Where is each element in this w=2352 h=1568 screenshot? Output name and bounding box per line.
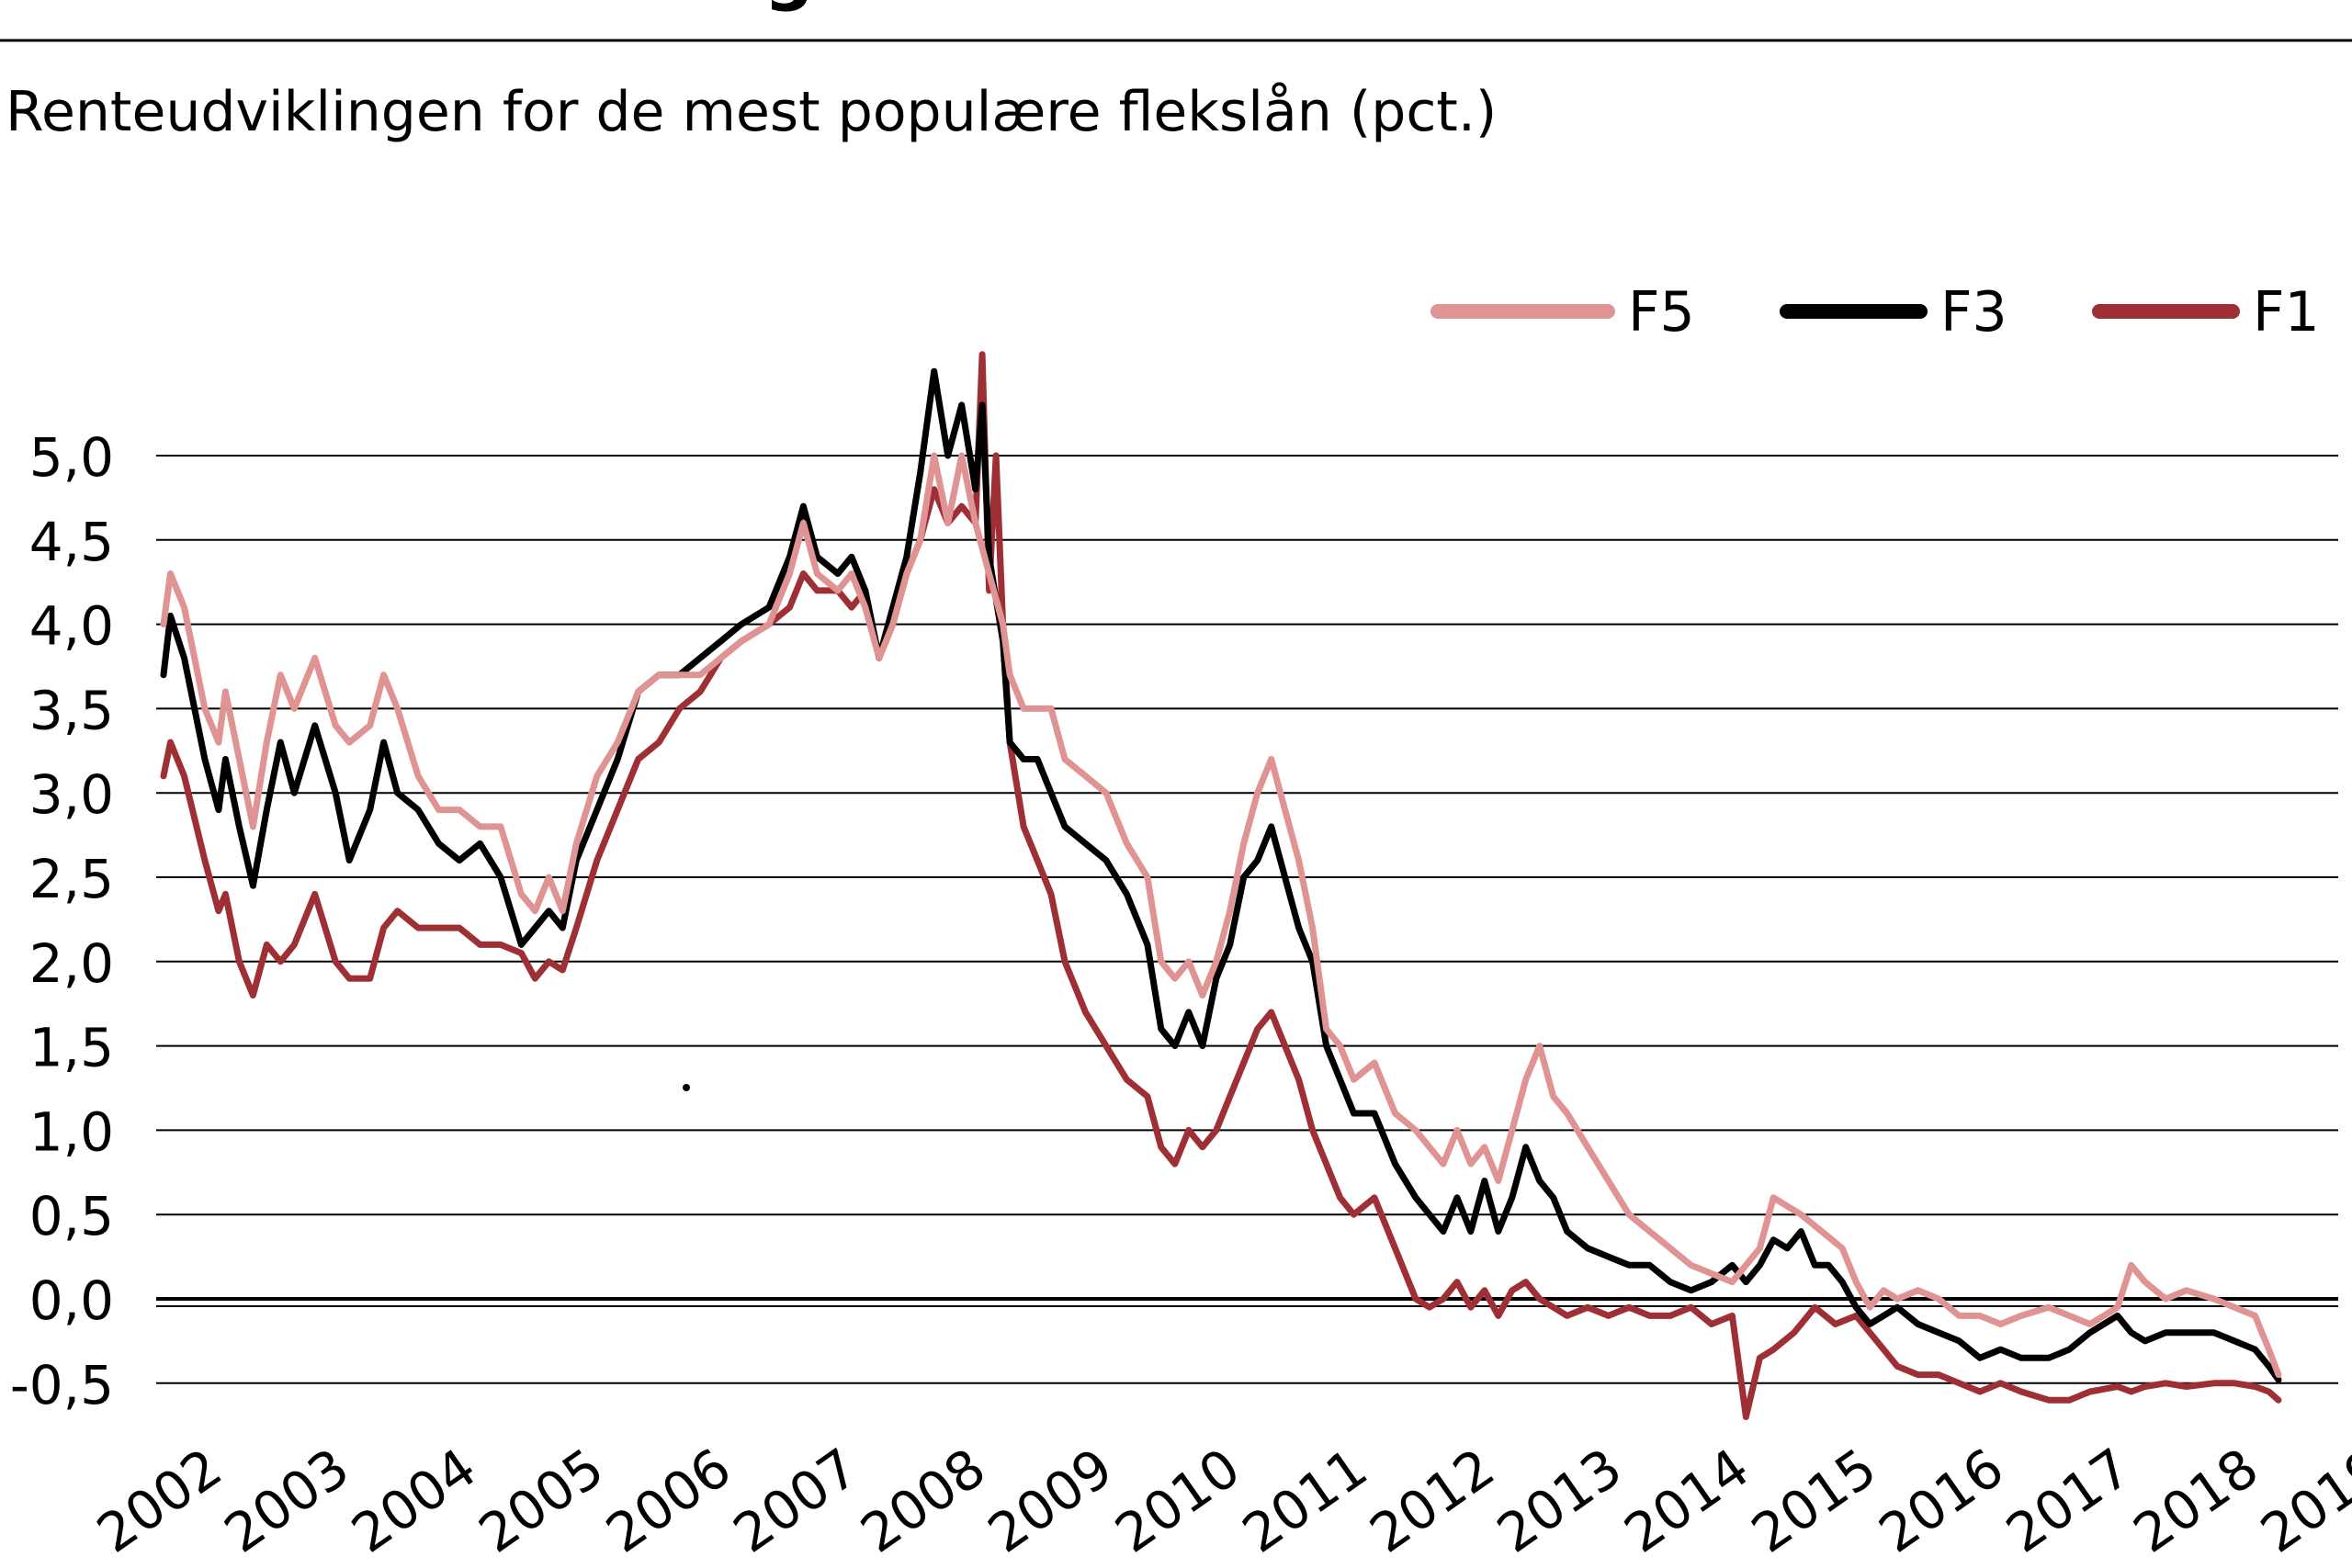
x-axis-ticks: 2002200320042005200620072008200920102011… [86, 1436, 2352, 1564]
x-tick-label-17: 2019 [2250, 1436, 2352, 1564]
y-tick-label-11: 5,0 [29, 426, 114, 489]
x-tick-label-3: 2005 [468, 1436, 615, 1564]
chart-title: Alle flekslån har negativ rente [6, 0, 1201, 13]
y-tick-label-0: -0,5 [10, 1354, 114, 1416]
x-tick-label-7: 2009 [977, 1436, 1124, 1564]
y-tick-label-6: 2,5 [29, 848, 114, 910]
y-tick-label-2: 0,5 [29, 1185, 114, 1247]
x-tick-label-6: 2008 [850, 1436, 997, 1564]
x-tick-label-9: 2011 [1231, 1436, 1378, 1564]
legend-label-f5: F5 [1628, 280, 1695, 344]
series-lines [160, 351, 2282, 1420]
x-tick-label-14: 2016 [1868, 1436, 2015, 1564]
x-tick-label-5: 2007 [722, 1436, 869, 1564]
x-tick-label-16: 2018 [2122, 1436, 2269, 1564]
x-tick-label-2: 2004 [341, 1436, 488, 1564]
y-tick-label-1: 0,0 [29, 1269, 114, 1332]
y-tick-label-3: 1,0 [29, 1100, 114, 1163]
y-tick-label-9: 4,0 [29, 595, 114, 658]
stray-dot [683, 1084, 690, 1091]
x-tick-label-10: 2012 [1359, 1436, 1506, 1564]
legend-label-f3: F3 [1940, 280, 2007, 344]
x-tick-label-0: 2002 [86, 1436, 233, 1564]
x-tick-label-12: 2014 [1613, 1436, 1760, 1564]
y-tick-label-8: 3,5 [29, 679, 114, 741]
x-tick-label-15: 2017 [1996, 1436, 2143, 1564]
x-tick-label-8: 2010 [1104, 1436, 1251, 1564]
y-tick-label-4: 1,5 [29, 1017, 114, 1079]
x-tick-label-11: 2013 [1486, 1436, 1633, 1564]
series-line-f5 [160, 452, 2282, 1379]
legend: F5 F3 F1 [1430, 280, 2320, 344]
series-line-f1 [160, 351, 2282, 1420]
gridlines [156, 455, 2338, 1384]
y-tick-label-7: 3,0 [29, 763, 114, 826]
x-tick-label-1: 2003 [213, 1436, 360, 1564]
y-tick-label-10: 4,5 [29, 511, 114, 573]
y-tick-label-5: 2,0 [29, 932, 114, 995]
legend-label-f1: F1 [2253, 280, 2320, 344]
y-axis-ticks: -0,5 0,0 0,5 1,0 1,5 2,0 2,5 3,0 3,5 4,0 4,5 5,0 [10, 426, 114, 1416]
x-tick-label-13: 2015 [1740, 1436, 1887, 1564]
x-tick-label-4: 2006 [595, 1436, 742, 1564]
chart-subtitle: Renteudviklingen for de mest populære fl… [6, 80, 1497, 144]
series-line-f3 [160, 367, 2282, 1383]
